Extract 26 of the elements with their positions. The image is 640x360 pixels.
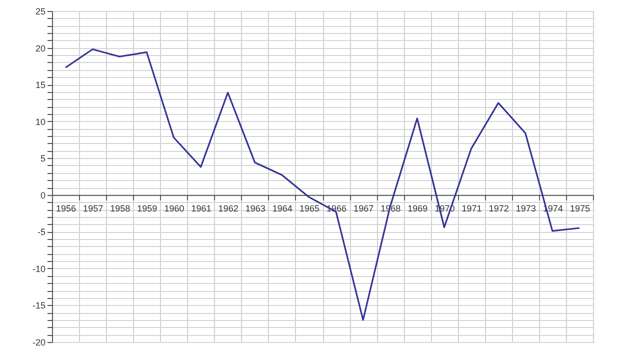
x-tick-label: 1975 [570,203,590,214]
x-tick-label: 1964 [272,203,292,214]
y-tick-label: 15 [35,80,46,90]
x-tick-label: 1956 [56,203,76,214]
x-tick-label: 1963 [245,203,266,214]
y-tick-label: 0 [40,190,46,200]
x-tick-label: 1961 [191,203,212,214]
y-tick-label: -5 [37,227,46,238]
x-tick-label: 1965 [299,203,320,214]
y-tick-label: 25 [35,6,46,16]
y-tick-label: 10 [35,116,46,127]
x-tick-label: 1958 [110,203,130,214]
y-tick-label: -10 [32,264,46,274]
x-tick-label: 1967 [354,203,374,214]
y-tick-label: 20 [35,43,46,54]
y-tick-label: -20 [32,338,46,348]
y-tick-label: -15 [32,300,46,311]
x-tick-label: 1973 [516,203,536,214]
x-tick-label: 1959 [137,203,158,214]
x-tick-label: 1971 [462,203,482,214]
x-tick-label: 1957 [83,203,104,214]
x-tick-label: 1962 [218,203,238,214]
x-tick-label: 1969 [408,203,428,214]
y-tick-label: 5 [40,154,46,164]
x-tick-label: 1972 [488,203,509,214]
x-tick-label: 1960 [164,203,184,214]
